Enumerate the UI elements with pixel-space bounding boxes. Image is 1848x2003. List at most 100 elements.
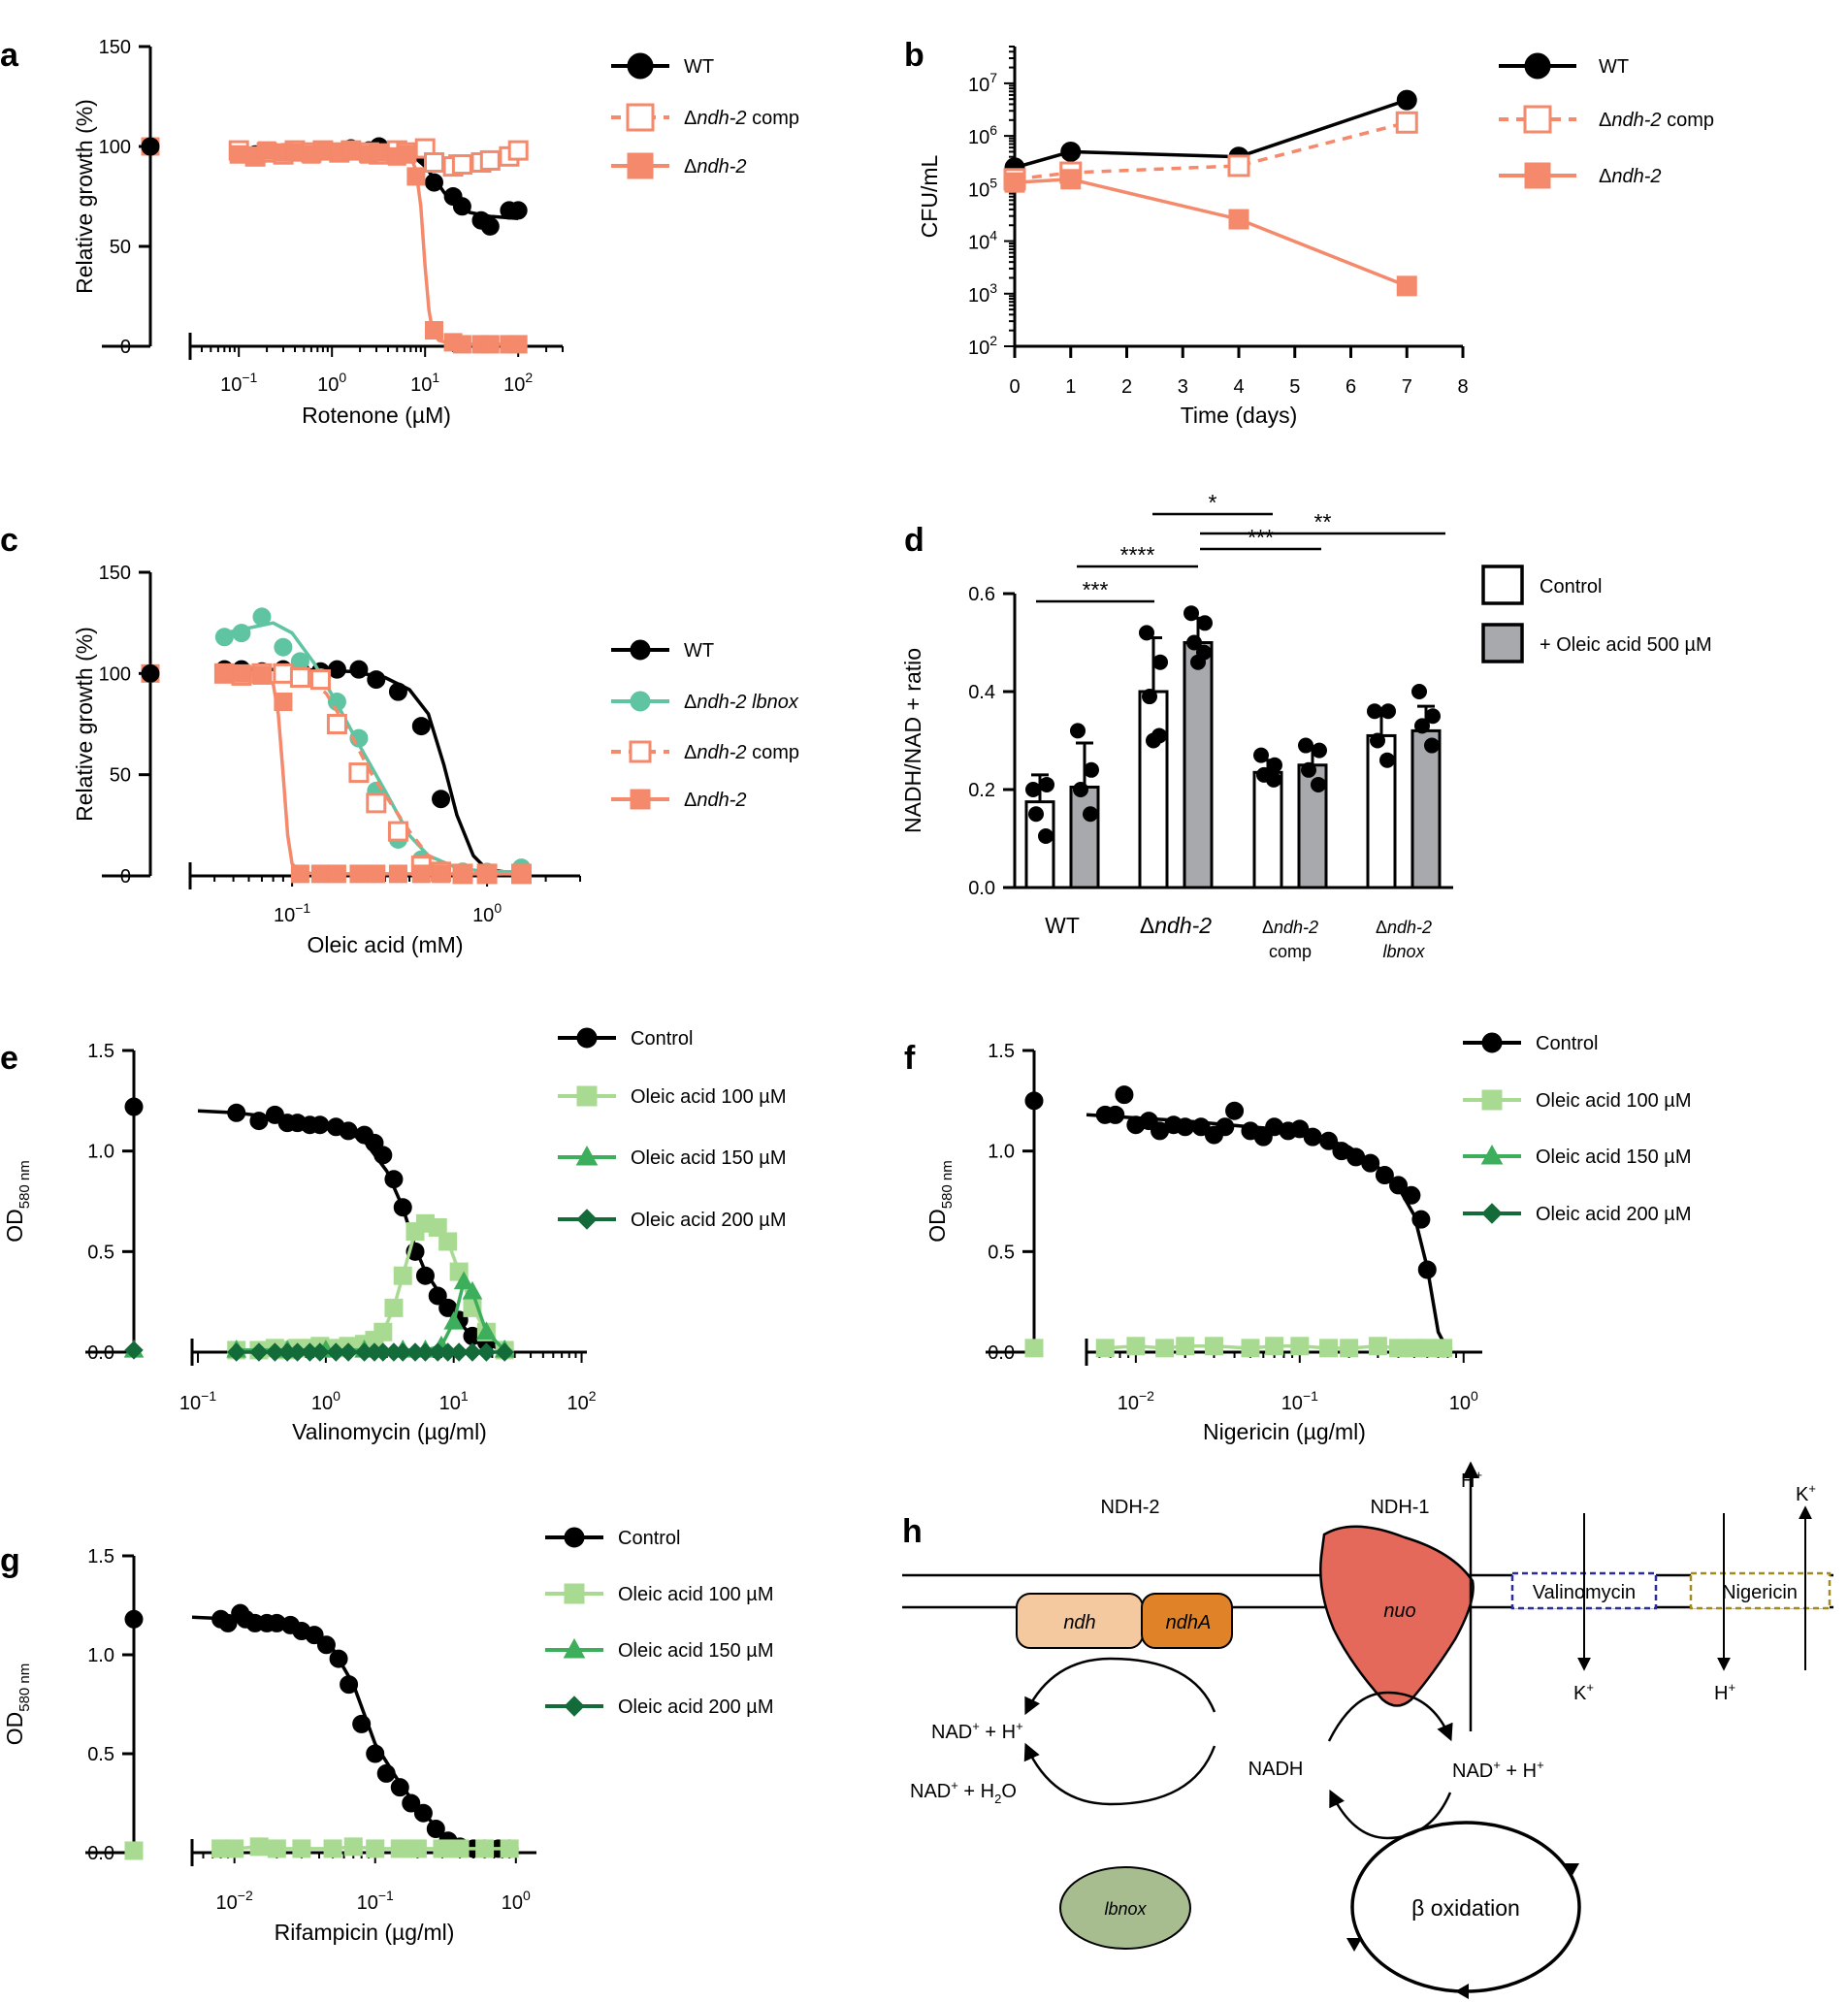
y-tick-label: 102 (968, 333, 997, 359)
legend-label: Oleic acid 150 µM (631, 1147, 786, 1169)
legend-label-part: Oleic acid 200 µM (631, 1210, 786, 1231)
replicate-point (1298, 737, 1313, 754)
data-point (1396, 89, 1417, 111)
legend-label-part: comp (1662, 110, 1714, 131)
replicate-point (1146, 732, 1161, 749)
legend-marker (1523, 105, 1552, 134)
group-label: Δndh-2 (1262, 918, 1318, 937)
group-label: WT (1045, 913, 1080, 938)
legend-swatch (1481, 565, 1524, 605)
replicate-point (1025, 782, 1041, 797)
proton-label-top: H+ (1461, 1468, 1482, 1492)
x-tick-label: 8 (1457, 376, 1468, 398)
y-tick-label: 150 (99, 563, 131, 584)
legend-label: Δndh-2 lbnox (684, 692, 799, 713)
y-tick-label: 1.5 (87, 1546, 114, 1567)
series-3: Oleic acid 200 µM (227, 1209, 786, 1362)
legend-label-part: comp (747, 108, 799, 129)
ndh2-title: NDH-2 (1100, 1497, 1159, 1518)
significance-label: *** (1248, 525, 1274, 550)
x-tick-label: 102 (567, 1388, 597, 1414)
data-point (1361, 1153, 1380, 1173)
legend-label: Oleic acid 200 µM (631, 1210, 786, 1231)
legend-label-part: WT (684, 640, 714, 662)
legend-label-part: Control (631, 1028, 693, 1050)
data-point (257, 141, 276, 160)
x-tick-label-base: 10 (472, 905, 494, 926)
group-label-part: Δ (1140, 913, 1154, 938)
data-point (1434, 1339, 1453, 1358)
x-tick-label-base: 10 (311, 1393, 333, 1414)
series-line (224, 671, 522, 876)
data-point (367, 864, 386, 884)
data-point (476, 1342, 497, 1362)
y-tick-label: 105 (968, 175, 997, 201)
data-point (252, 665, 272, 685)
data-point (1395, 111, 1418, 134)
data-point (406, 167, 426, 186)
y-tick-base: 10 (968, 127, 989, 148)
x-tick-label-exp: 0 (523, 1888, 531, 1903)
x-tick-label: 5 (1289, 376, 1300, 398)
data-point (507, 140, 529, 161)
data-point (453, 864, 472, 884)
data-point (423, 151, 444, 173)
panel-label-f: f (904, 1040, 916, 1077)
control-point (1024, 1339, 1044, 1358)
data-point (1106, 1105, 1125, 1124)
x-tick-label-base: 10 (503, 374, 525, 396)
data-point (352, 1714, 372, 1733)
replicate-point (1379, 752, 1395, 768)
data-point (1340, 1339, 1359, 1358)
y-tick-label: 1.0 (87, 1142, 114, 1163)
x-tick-label-base: 10 (567, 1393, 589, 1414)
significance-label: * (1209, 490, 1217, 515)
data-point (289, 667, 310, 689)
y-tick-label: 0.5 (988, 1242, 1015, 1263)
group-label-part: ndh-2 (1154, 913, 1212, 938)
x-tick-label-base: 10 (220, 374, 242, 396)
legend-label: Control (1536, 1033, 1598, 1054)
y-axis-label: OD580 nm (2, 1160, 33, 1243)
legend-label-part: Oleic acid 200 µM (1536, 1204, 1691, 1225)
data-point (1402, 1185, 1421, 1205)
data-point (370, 143, 389, 162)
data-point (424, 321, 443, 340)
data-point (415, 1266, 435, 1285)
data-point (477, 864, 497, 884)
data-point (249, 1342, 269, 1362)
replicate-point (1411, 684, 1427, 699)
data-point (340, 1675, 359, 1695)
nigericin-box (1689, 1571, 1832, 1610)
data-point (428, 1217, 447, 1237)
x-tick-label: 10−1 (274, 900, 310, 926)
data-point (339, 1342, 358, 1362)
legend-label: Oleic acid 200 µM (618, 1696, 773, 1718)
data-point (462, 1280, 483, 1300)
replicate-point (1190, 654, 1206, 670)
replicate-point (1253, 747, 1269, 763)
x-tick-label-exp: 0 (494, 900, 502, 916)
data-point (1004, 172, 1025, 193)
y-tick-label: 100 (99, 137, 131, 158)
x-tick-label: 4 (1233, 376, 1244, 398)
y-axis-label-sub: 580 nm (16, 1664, 33, 1712)
x-axis-label: Valinomycin (µg/ml) (292, 1419, 487, 1444)
data-point (1176, 1337, 1195, 1356)
y-tick-exp: 4 (989, 228, 997, 243)
y-tick-label: 0.5 (87, 1744, 114, 1765)
data-point (310, 864, 330, 884)
data-point (511, 864, 531, 884)
x-tick-label-base: 10 (274, 905, 295, 926)
legend-marker (1524, 52, 1551, 80)
y-tick-label: 0 (120, 337, 131, 358)
data-point (1216, 1117, 1235, 1137)
legend-marker (576, 1085, 598, 1107)
legend-marker (564, 1583, 585, 1604)
replicate-point (1414, 718, 1430, 734)
y-tick-exp: 5 (989, 175, 997, 190)
